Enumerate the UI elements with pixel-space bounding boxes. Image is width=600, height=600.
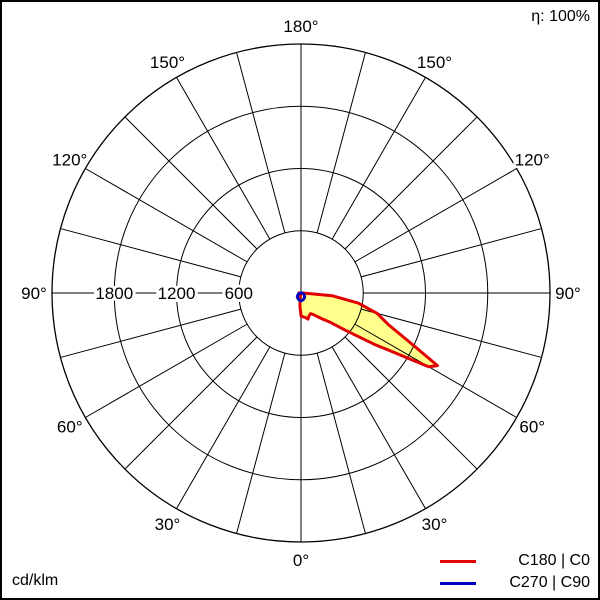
grid-spoke [176, 346, 271, 509]
angle-label: 150° [417, 53, 452, 72]
grid-spoke [360, 308, 542, 358]
grid-spoke [344, 116, 478, 250]
legend-label: C180 | C0 [518, 552, 590, 569]
angle-label: 90° [21, 284, 47, 303]
grid-spoke [331, 346, 426, 509]
grid-spoke [60, 308, 242, 358]
legend: C180 | C0 C270 | C90 [440, 550, 590, 594]
angle-label: 150° [150, 53, 185, 72]
grid-spoke [60, 228, 242, 278]
angle-label: 120° [52, 151, 87, 170]
legend-swatch-c270-c90 [440, 581, 476, 585]
units-label: cd/klm [12, 572, 59, 589]
grid-spoke [354, 323, 517, 418]
angle-label: 180° [283, 17, 318, 36]
ring-value-label: 1200 [158, 284, 196, 303]
efficiency-label: η: 100% [531, 8, 590, 25]
grid-spoke [85, 323, 248, 418]
angle-label: 30° [422, 515, 448, 534]
angle-label: 120° [515, 151, 550, 170]
grid-spoke [316, 352, 366, 534]
legend-label: C270 | C90 [509, 574, 590, 591]
legend-item-c180-c0: C180 | C0 [440, 550, 590, 572]
grid-spoke [176, 77, 271, 240]
legend-swatch-c180-c0 [440, 559, 476, 563]
c270-c90-curve [295, 291, 307, 303]
angle-label: 30° [155, 515, 181, 534]
ring-value-label: 600 [225, 284, 253, 303]
legend-item-c270-c90: C270 | C90 [440, 572, 590, 594]
grid-spoke [236, 352, 286, 534]
grid-spoke [354, 168, 517, 263]
grid-spoke [124, 336, 258, 470]
angle-label: 0° [293, 551, 309, 570]
angle-label: 90° [555, 284, 581, 303]
grid-spoke [360, 228, 542, 278]
grid-spoke [124, 116, 258, 250]
angle-label: 60° [519, 418, 545, 437]
grid-spoke [85, 168, 248, 263]
grid-spoke [331, 77, 426, 240]
ring-value-label: 1800 [95, 284, 133, 303]
grid-spoke [316, 52, 366, 234]
grid-spoke [236, 52, 286, 234]
grid-spoke [344, 336, 478, 470]
c180-c0-fill [298, 293, 438, 367]
angle-label: 60° [57, 418, 83, 437]
